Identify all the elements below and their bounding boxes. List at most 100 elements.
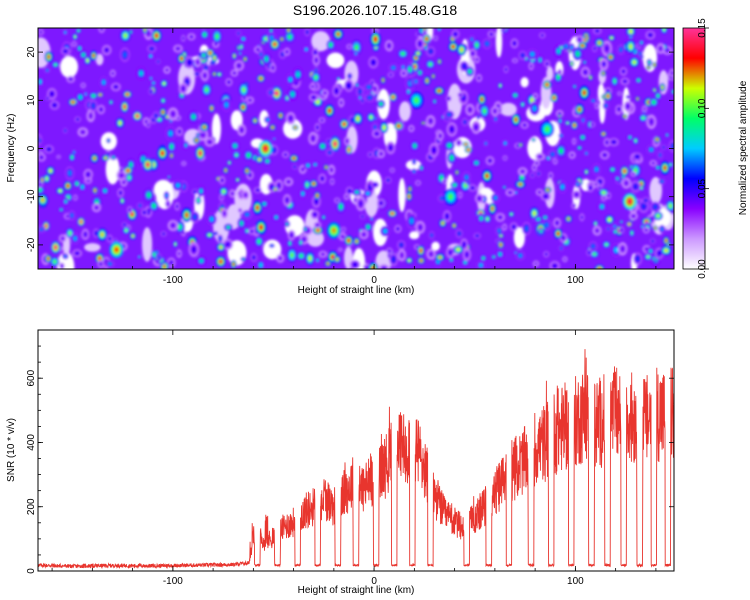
colorbar-tick-label: 0.10	[697, 98, 708, 118]
heatmap-cell	[195, 138, 198, 142]
heatmap-cell	[508, 191, 512, 195]
heatmap-cell	[182, 37, 185, 40]
heatmap-cell	[258, 224, 264, 231]
heatmap-cell	[646, 255, 650, 259]
heatmap-cell	[123, 223, 126, 226]
heatmap-cell	[80, 130, 85, 135]
heatmap-cell	[413, 160, 416, 164]
heatmap-cell	[539, 229, 543, 233]
heatmap-cell	[84, 92, 87, 96]
heatmap-cell	[386, 178, 390, 182]
heatmap-cell	[91, 94, 96, 98]
heatmap-cell	[64, 31, 67, 34]
heatmap-cell	[373, 86, 377, 92]
heatmap-cell	[618, 92, 621, 95]
heatmap-cell	[546, 188, 550, 192]
heatmap-cell	[195, 72, 199, 76]
heatmap-cell	[610, 36, 613, 40]
heatmap-cell	[462, 64, 467, 69]
heatmap-cell	[225, 242, 230, 247]
heatmap-cell	[274, 188, 277, 191]
heatmap-cell	[543, 215, 547, 219]
heatmap-cell	[271, 65, 275, 70]
heatmap-cell	[641, 203, 646, 209]
heatmap-cell	[49, 91, 54, 97]
colorbar-label: Normalized spectral amplitude	[738, 80, 749, 215]
heatmap-cell	[407, 259, 411, 262]
heatmap-cell	[335, 199, 339, 202]
heatmap-cell	[245, 169, 249, 173]
heatmap-cell	[556, 48, 561, 54]
heatmap-cell	[99, 262, 103, 266]
heatmap-cell	[244, 193, 248, 197]
heatmap-cell	[147, 123, 150, 127]
heatmap-cell	[120, 168, 123, 172]
heatmap-cell	[60, 208, 63, 211]
heatmap-cell	[170, 154, 173, 157]
heatmap-cell	[323, 91, 327, 95]
heatmap-cell	[320, 176, 324, 181]
heatmap-cell	[130, 30, 132, 34]
heatmap-cell	[628, 29, 633, 34]
snr-panel: -100 0 100 0 200 400 600 Height of straight li…	[6, 329, 675, 596]
heatmap-cell	[366, 224, 370, 230]
heatmap-cell	[66, 183, 70, 188]
heatmap-cell	[379, 152, 383, 156]
heatmap-cell	[659, 153, 662, 157]
heatmap-cell	[45, 69, 49, 72]
snr-x-tick-label: -100	[163, 576, 183, 587]
heatmap-cell	[209, 216, 214, 222]
heatmap-cell	[40, 197, 45, 203]
heatmap-cell	[470, 37, 474, 42]
heatmap-cell	[563, 258, 566, 261]
heatmap-cell	[452, 183, 457, 187]
heatmap-cell	[74, 196, 77, 199]
heatmap-cell	[321, 252, 325, 256]
heatmap-cell	[200, 132, 206, 138]
heatmap-cell	[288, 77, 293, 82]
heatmap-cell	[358, 200, 363, 207]
heatmap-cell	[145, 161, 150, 168]
heatmap-cell	[471, 51, 475, 56]
heatmap-cell	[99, 93, 102, 96]
heatmap-cell	[184, 212, 189, 218]
heatmap-cell	[38, 79, 42, 85]
heatmap-cell	[218, 73, 221, 76]
heatmap-cell	[520, 175, 524, 180]
heatmap-cell	[477, 116, 480, 119]
heatmap-cell	[246, 153, 251, 158]
heatmap-cell	[187, 59, 192, 65]
heatmap-cell	[456, 247, 461, 252]
heatmap-cell	[567, 217, 570, 221]
heatmap-cell	[485, 41, 489, 46]
heatmap-cell	[538, 155, 543, 159]
heatmap-cell	[301, 191, 305, 196]
heatmap-cell	[466, 148, 471, 152]
heatmap-cell	[410, 127, 413, 130]
heatmap-image	[38, 28, 674, 269]
heatmap-cell	[92, 156, 97, 161]
heatmap-cell	[624, 180, 629, 186]
heatmap-cell	[470, 186, 475, 190]
heatmap-cell	[373, 125, 377, 129]
heatmap-cell	[250, 229, 254, 233]
heatmap-cell	[662, 28, 666, 32]
heatmap-cell	[207, 233, 212, 237]
heatmap-cell	[663, 165, 667, 171]
heatmap-cell	[648, 60, 651, 64]
heatmap-cell	[640, 41, 643, 45]
heatmap-cell	[570, 45, 574, 50]
heatmap-cell	[407, 194, 411, 199]
heatmap-cell	[383, 228, 388, 234]
heatmap-cell	[146, 192, 151, 198]
heatmap-cell	[390, 211, 395, 216]
heatmap-cell	[365, 191, 370, 196]
heatmap-low-patch	[226, 203, 241, 230]
heatmap-cell	[477, 196, 482, 201]
heatmap-cell	[165, 68, 169, 72]
heatmap-cell	[259, 76, 263, 80]
heatmap-cell	[481, 256, 485, 260]
heatmap-cell	[637, 78, 641, 82]
heatmap-cell	[536, 217, 541, 221]
